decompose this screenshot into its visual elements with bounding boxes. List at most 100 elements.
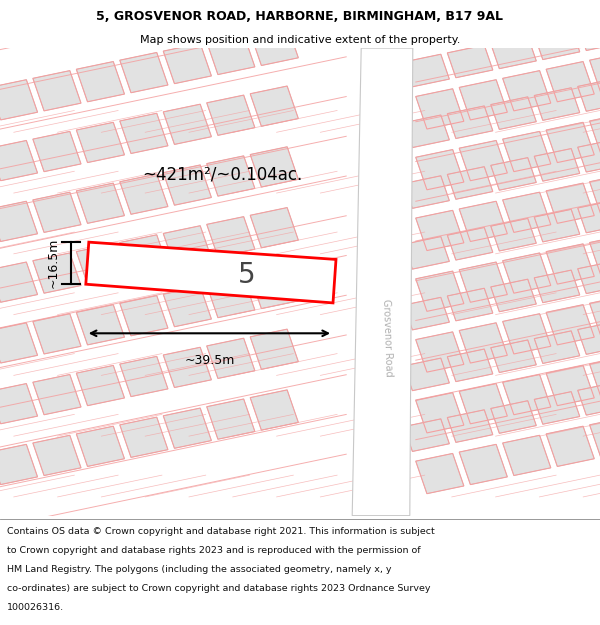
Polygon shape xyxy=(0,322,38,363)
Polygon shape xyxy=(503,253,551,293)
Text: 100026316.: 100026316. xyxy=(7,603,64,612)
Text: ~421m²/~0.104ac.: ~421m²/~0.104ac. xyxy=(142,166,302,183)
Polygon shape xyxy=(448,45,493,78)
Polygon shape xyxy=(250,268,298,309)
Polygon shape xyxy=(416,271,464,311)
Polygon shape xyxy=(546,426,594,466)
Polygon shape xyxy=(33,131,81,172)
Polygon shape xyxy=(491,158,536,190)
Polygon shape xyxy=(546,304,594,345)
Polygon shape xyxy=(120,296,168,336)
Polygon shape xyxy=(590,113,600,154)
Polygon shape xyxy=(578,322,600,354)
Polygon shape xyxy=(534,270,580,302)
Polygon shape xyxy=(459,322,508,363)
Polygon shape xyxy=(448,410,493,442)
Polygon shape xyxy=(33,435,81,476)
Polygon shape xyxy=(578,261,600,294)
Polygon shape xyxy=(163,348,211,388)
Text: Grosvenor Road: Grosvenor Road xyxy=(380,299,394,377)
Polygon shape xyxy=(590,417,600,457)
Polygon shape xyxy=(207,338,255,379)
Polygon shape xyxy=(590,52,600,92)
Polygon shape xyxy=(491,401,536,433)
Polygon shape xyxy=(76,366,124,406)
Polygon shape xyxy=(250,25,298,66)
Polygon shape xyxy=(578,382,600,415)
Polygon shape xyxy=(76,304,124,345)
Polygon shape xyxy=(416,453,464,494)
Polygon shape xyxy=(207,217,255,257)
Polygon shape xyxy=(546,122,594,162)
Polygon shape xyxy=(534,392,580,424)
Polygon shape xyxy=(416,89,464,129)
Polygon shape xyxy=(404,237,449,269)
Polygon shape xyxy=(33,253,81,293)
Text: co-ordinates) are subject to Crown copyright and database rights 2023 Ordnance S: co-ordinates) are subject to Crown copyr… xyxy=(7,584,431,593)
Polygon shape xyxy=(76,61,124,102)
Text: 5: 5 xyxy=(238,261,256,289)
Polygon shape xyxy=(163,408,211,448)
Polygon shape xyxy=(0,444,38,484)
Polygon shape xyxy=(459,201,508,241)
Polygon shape xyxy=(120,235,168,275)
Polygon shape xyxy=(207,278,255,318)
Polygon shape xyxy=(503,435,551,476)
Polygon shape xyxy=(120,356,168,397)
Polygon shape xyxy=(503,192,551,232)
Polygon shape xyxy=(120,52,168,92)
Polygon shape xyxy=(250,147,298,187)
Polygon shape xyxy=(76,122,124,162)
Polygon shape xyxy=(404,419,449,451)
Polygon shape xyxy=(448,288,493,321)
Polygon shape xyxy=(534,331,580,364)
Polygon shape xyxy=(459,262,508,302)
Polygon shape xyxy=(416,211,464,251)
Polygon shape xyxy=(590,296,600,336)
Polygon shape xyxy=(491,279,536,312)
Polygon shape xyxy=(33,71,81,111)
Polygon shape xyxy=(76,244,124,284)
Polygon shape xyxy=(404,115,449,148)
Polygon shape xyxy=(448,167,493,199)
Polygon shape xyxy=(33,192,81,232)
Polygon shape xyxy=(33,314,81,354)
Text: Map shows position and indicative extent of the property.: Map shows position and indicative extent… xyxy=(140,34,460,44)
Polygon shape xyxy=(163,43,211,84)
Polygon shape xyxy=(120,417,168,457)
Polygon shape xyxy=(250,208,298,248)
Polygon shape xyxy=(459,384,508,424)
Polygon shape xyxy=(590,356,600,397)
Polygon shape xyxy=(352,48,413,516)
Polygon shape xyxy=(0,201,38,241)
Polygon shape xyxy=(207,156,255,196)
Polygon shape xyxy=(578,18,600,51)
Text: to Crown copyright and database rights 2023 and is reproduced with the permissio: to Crown copyright and database rights 2… xyxy=(7,546,421,555)
Polygon shape xyxy=(503,131,551,172)
Polygon shape xyxy=(546,244,594,284)
Polygon shape xyxy=(503,314,551,354)
Text: HM Land Registry. The polygons (including the associated geometry, namely x, y: HM Land Registry. The polygons (includin… xyxy=(7,565,392,574)
Polygon shape xyxy=(416,149,464,190)
Polygon shape xyxy=(578,79,600,111)
Text: ~16.5m: ~16.5m xyxy=(47,238,60,288)
Polygon shape xyxy=(250,390,298,430)
Polygon shape xyxy=(416,392,464,433)
Polygon shape xyxy=(86,242,336,303)
Polygon shape xyxy=(250,329,298,369)
Polygon shape xyxy=(404,54,449,87)
Polygon shape xyxy=(546,183,594,223)
Polygon shape xyxy=(207,399,255,439)
Polygon shape xyxy=(459,444,508,484)
Polygon shape xyxy=(459,80,508,120)
Polygon shape xyxy=(76,426,124,466)
Polygon shape xyxy=(491,340,536,372)
Polygon shape xyxy=(491,97,536,129)
Polygon shape xyxy=(448,349,493,382)
Polygon shape xyxy=(76,183,124,223)
Polygon shape xyxy=(207,34,255,74)
Polygon shape xyxy=(0,141,38,181)
Polygon shape xyxy=(448,106,493,139)
Polygon shape xyxy=(491,218,536,251)
Polygon shape xyxy=(546,366,594,406)
